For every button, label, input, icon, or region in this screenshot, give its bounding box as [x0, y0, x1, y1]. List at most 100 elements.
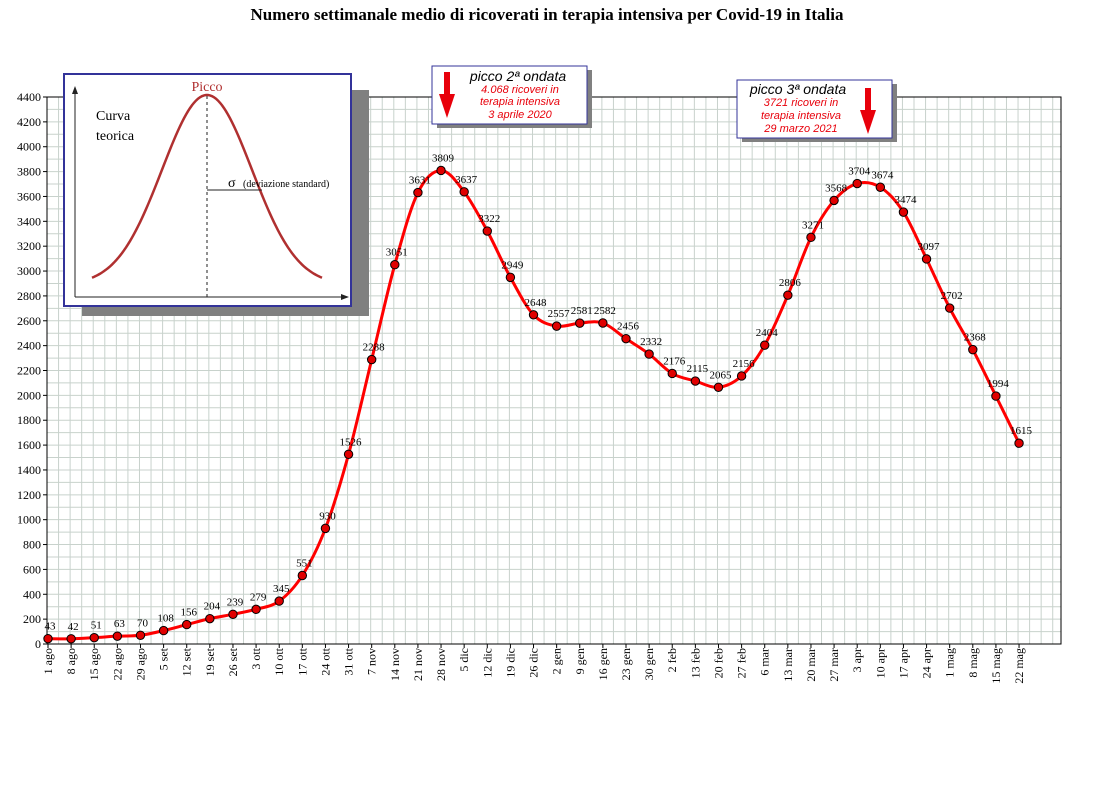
data-point: [343, 449, 354, 459]
data-label: 70: [137, 617, 149, 629]
data-label: 2949: [501, 259, 524, 271]
data-label: 1526: [340, 436, 363, 448]
data-label: 3568: [825, 182, 848, 194]
data-label: 239: [227, 596, 244, 608]
data-point: [991, 391, 1001, 401]
x-tick-label: 20 mar: [804, 648, 818, 682]
x-tick-label: 12 set: [180, 647, 194, 676]
inset-theoretical-curve: Picco Curva teorica σ (deviazione standa…: [63, 73, 369, 316]
data-points: [43, 165, 1024, 644]
data-point: [505, 272, 516, 283]
data-label: 2702: [941, 290, 963, 302]
data-label: 2176: [663, 355, 686, 367]
data-point: [251, 604, 261, 615]
x-tick-label: 17 ott: [295, 647, 309, 675]
y-tick-label: 2800: [17, 289, 41, 303]
data-point: [413, 187, 423, 198]
y-tick-label: 1400: [17, 463, 41, 477]
annotation-line: 3721 ricoveri in: [764, 97, 839, 109]
data-label: 2581: [571, 305, 593, 317]
data-point: [89, 632, 99, 643]
data-point: [297, 570, 308, 581]
x-tick-label: 17 apr: [896, 648, 910, 678]
data-point: [135, 630, 146, 640]
x-tick-label: 15 ago: [87, 648, 101, 680]
x-tick-label: 31 ott: [342, 647, 356, 675]
x-tick-label: 19 dic: [503, 648, 517, 678]
annotation-line: terapia intensiva: [761, 110, 841, 122]
x-tick-label: 24 apr: [920, 648, 934, 678]
data-point: [644, 349, 654, 359]
y-tick-label: 800: [23, 538, 41, 552]
annotation-line: 29 marzo 2021: [763, 123, 837, 135]
down-arrow-icon-head: [439, 94, 455, 118]
data-point: [760, 340, 770, 350]
data-point: [66, 634, 76, 644]
x-tick-label: 8 ago: [64, 648, 78, 674]
x-tick-label: 12 dic: [480, 648, 494, 678]
data-label: 3474: [894, 194, 917, 206]
data-point: [944, 303, 955, 313]
data-label: 2806: [779, 277, 802, 289]
data-label: 2456: [617, 321, 640, 333]
data-point: [736, 371, 747, 381]
data-label: 51: [91, 620, 102, 632]
x-tick-label: 20 feb: [711, 648, 725, 678]
y-tick-label: 0: [35, 637, 41, 651]
data-label: 3674: [871, 169, 894, 181]
x-tick-label: 1 ago: [41, 648, 55, 674]
annotation-box: [431, 65, 588, 125]
data-point: [806, 232, 816, 243]
data-label: 2404: [756, 327, 779, 339]
data-point: [551, 321, 562, 331]
x-tick-label: 14 nov: [388, 648, 402, 681]
inset-curve-label-2: teorica: [96, 129, 135, 144]
down-arrow-icon-head: [860, 110, 876, 134]
data-label: 204: [204, 601, 221, 613]
data-label: 2332: [640, 336, 662, 348]
data-point: [43, 633, 53, 644]
annotation-line: 4.068 ricoveri in: [481, 84, 559, 96]
data-point: [667, 368, 677, 379]
data-point: [968, 344, 978, 355]
y-tick-label: 2600: [17, 314, 41, 328]
x-tick-label: 10 apr: [873, 648, 887, 678]
data-point: [182, 619, 192, 630]
data-label: 2065: [709, 369, 732, 381]
data-point: [921, 254, 932, 264]
x-tick-label: 1 mag: [943, 648, 957, 678]
x-tick-label: 8 mag: [966, 648, 980, 678]
data-point: [112, 631, 123, 641]
x-tick-label: 30 gen: [642, 648, 656, 680]
inset-y-arrow: [72, 86, 78, 94]
data-point: [598, 318, 608, 328]
chart-title: Numero settimanale medio di ricoverati i…: [251, 5, 844, 24]
y-tick-label: 1800: [17, 413, 41, 427]
x-tick-label: 15 mag: [989, 648, 1003, 684]
data-point: [228, 609, 238, 619]
data-point: [528, 310, 539, 320]
y-tick-label: 200: [23, 612, 41, 626]
data-label: 2648: [525, 297, 548, 309]
data-point: [690, 376, 701, 386]
data-label: 3322: [478, 213, 500, 225]
data-label: 3097: [918, 241, 941, 253]
data-point: [852, 178, 862, 189]
x-tick-label: 5 set: [157, 647, 171, 670]
data-label: 1615: [1010, 425, 1033, 437]
y-tick-label: 4200: [17, 115, 41, 129]
inset-sigma-label: (deviazione standard): [243, 179, 329, 190]
y-tick-label: 3800: [17, 165, 41, 179]
y-tick-label: 3200: [17, 239, 41, 253]
data-label: 3051: [386, 247, 408, 259]
data-point: [459, 187, 469, 197]
x-tick-label: 6 mar: [758, 648, 772, 676]
x-tick-label: 13 feb: [688, 648, 702, 678]
axes: 0 200 400 600 800 1000 1200 1400 1600 1800 2000 220…: [17, 90, 1062, 684]
data-label: 1994: [987, 378, 1010, 390]
down-arrow-icon: [865, 88, 871, 110]
data-label: 2557: [548, 308, 571, 320]
annotation-line: terapia intensiva: [480, 96, 560, 108]
data-point: [575, 318, 585, 328]
data-label: 279: [250, 591, 267, 603]
